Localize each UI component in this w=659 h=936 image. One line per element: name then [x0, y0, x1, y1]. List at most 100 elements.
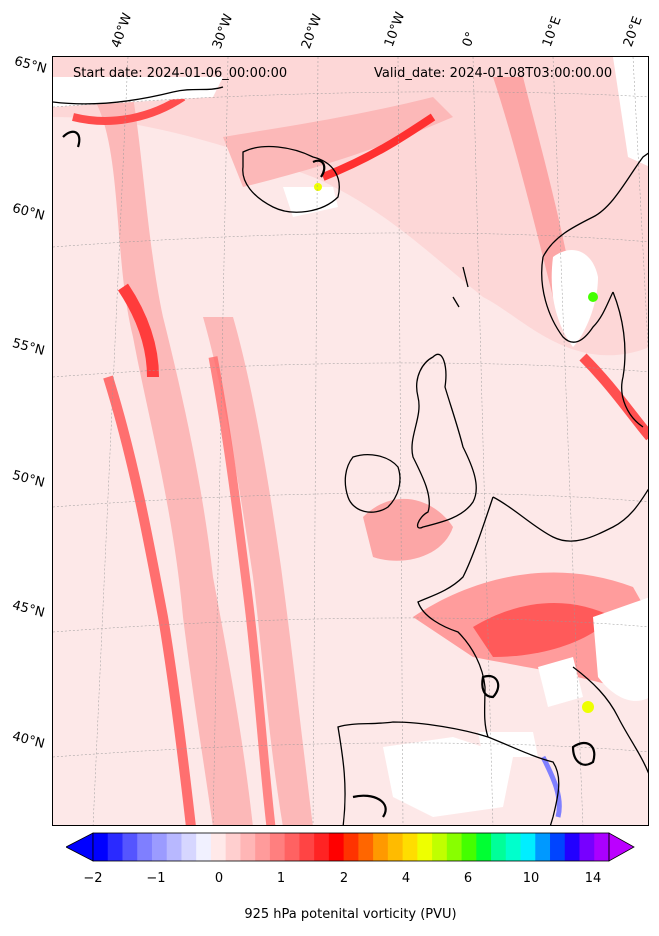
missing-nw-scand — [613, 57, 648, 167]
colorbar-swatch — [93, 833, 109, 861]
lat-label-60n: 60°N — [10, 201, 47, 224]
valid-date-label: Valid_date: 2024-01-08T03:00:00.00 — [374, 66, 613, 81]
pv-strong-band-5 — [72, 93, 186, 125]
lat-label-65n: 65°N — [12, 54, 49, 77]
colorbar-swatch — [284, 833, 300, 861]
start-date-label: Start date: 2024-01-06_00:00:00 — [73, 66, 288, 81]
pv-area-uk — [363, 498, 453, 561]
lon-label-40w: 40°W — [108, 11, 136, 50]
missing-massif — [538, 657, 583, 707]
pv-band-iceland — [223, 97, 453, 187]
colorbar-swatch — [505, 833, 522, 861]
coast-norway — [541, 152, 648, 343]
colorbar-swatch — [314, 833, 330, 861]
colorbar-swatch — [579, 833, 595, 861]
missing-iceland — [283, 187, 338, 217]
colorbar-swatch — [210, 833, 227, 861]
colorbar-swatch — [432, 833, 448, 861]
colorbar-extend-low — [66, 832, 94, 862]
colorbar-tick: −1 — [146, 871, 166, 886]
colorbar-swatch — [461, 833, 477, 861]
colorbar-swatch — [181, 833, 197, 861]
pv-strong-band-3 — [208, 356, 276, 825]
colorbar-swatch — [196, 833, 212, 861]
colorbar-swatch — [328, 833, 345, 861]
colorbar-swatch — [520, 833, 536, 861]
coast-shetland — [452, 266, 469, 308]
colorbar-swatch — [358, 833, 374, 861]
colorbar-tick: 4 — [401, 871, 411, 886]
pv-negative-spot — [540, 755, 562, 818]
pv-map — [53, 57, 648, 825]
pv-strong-band-2 — [117, 283, 159, 378]
missing-greenland — [53, 77, 223, 107]
colorbar-swatch — [564, 833, 581, 861]
coast-ireland — [344, 454, 401, 513]
pv-contours-bold — [62, 130, 596, 818]
graticule — [53, 57, 648, 825]
colorbar-swatch — [446, 833, 463, 861]
colorbar-tick: 1 — [276, 871, 286, 886]
pv-spot-yellow-2 — [314, 183, 322, 191]
pv-band-mid — [203, 317, 313, 825]
colorbar-swatch — [343, 833, 359, 861]
lon-label-10w: 10°W — [381, 10, 409, 49]
coast-italy — [572, 666, 648, 774]
colorbar — [66, 832, 635, 862]
coast-iberia — [337, 721, 560, 825]
coast-denmark-baltic — [612, 291, 644, 428]
colorbar-swatch — [166, 833, 182, 861]
colorbar-swatch — [594, 833, 610, 861]
coast-iceland — [242, 145, 340, 213]
pv-spot-yellow — [582, 701, 594, 713]
missing-iberia — [383, 737, 513, 817]
lon-label-20w: 20°W — [298, 12, 326, 51]
coast-continent — [492, 488, 648, 542]
colorbar-swatch — [476, 833, 492, 861]
colorbar-tick: 2 — [339, 871, 349, 886]
colorbar-tick: −2 — [83, 871, 103, 886]
colorbar-tick: 6 — [463, 871, 473, 886]
pv-strong-band-1 — [103, 375, 196, 825]
pv-strong-band-6 — [579, 353, 648, 441]
colorbar-swatch — [373, 833, 389, 861]
missing-alps — [593, 597, 648, 701]
colorbar-tick: 0 — [214, 871, 224, 886]
pv-strong-band-4 — [321, 113, 436, 181]
lat-label-45n: 45°N — [10, 598, 47, 621]
colorbar-swatch — [225, 833, 241, 861]
colorbar-swatch — [151, 833, 168, 861]
pv-spot-green — [588, 292, 598, 302]
lon-label-0: 0° — [459, 29, 480, 49]
lat-label-50n: 50°N — [10, 468, 47, 491]
colorbar-tick: 10 — [522, 871, 540, 886]
colorbar-swatch — [240, 833, 256, 861]
colorbar-swatch — [550, 833, 566, 861]
colorbar-swatch — [137, 833, 153, 861]
colorbar-swatch — [269, 833, 286, 861]
lat-label-40n: 40°N — [10, 729, 47, 752]
colorbar-swatch — [491, 833, 507, 861]
colorbar-tick: 14 — [584, 871, 602, 886]
coast-greenland — [53, 86, 224, 105]
colorbar-border — [92, 832, 610, 862]
map-frame — [52, 56, 649, 826]
colorbar-swatch — [387, 833, 404, 861]
colorbar-swatch — [417, 833, 433, 861]
lon-label-10e: 10°E — [539, 14, 565, 50]
colorbar-swatch — [255, 833, 271, 861]
coast-france — [417, 496, 494, 738]
colorbar-swatch — [122, 833, 138, 861]
coastlines — [53, 86, 648, 825]
lat-label-55n: 55°N — [10, 336, 47, 359]
colorbar-swatch — [535, 833, 551, 861]
colorbar-swatch — [107, 833, 123, 861]
colorbar-swatch — [299, 833, 315, 861]
missing-pyrenees — [478, 732, 538, 757]
lon-label-30w: 30°W — [209, 12, 237, 51]
pv-area-biscay-core — [473, 603, 613, 657]
colorbar-extend-high — [608, 832, 635, 862]
colorbar-swatch — [402, 833, 418, 861]
pv-band-west — [93, 97, 253, 825]
lon-label-20e: 20°E — [620, 14, 646, 50]
